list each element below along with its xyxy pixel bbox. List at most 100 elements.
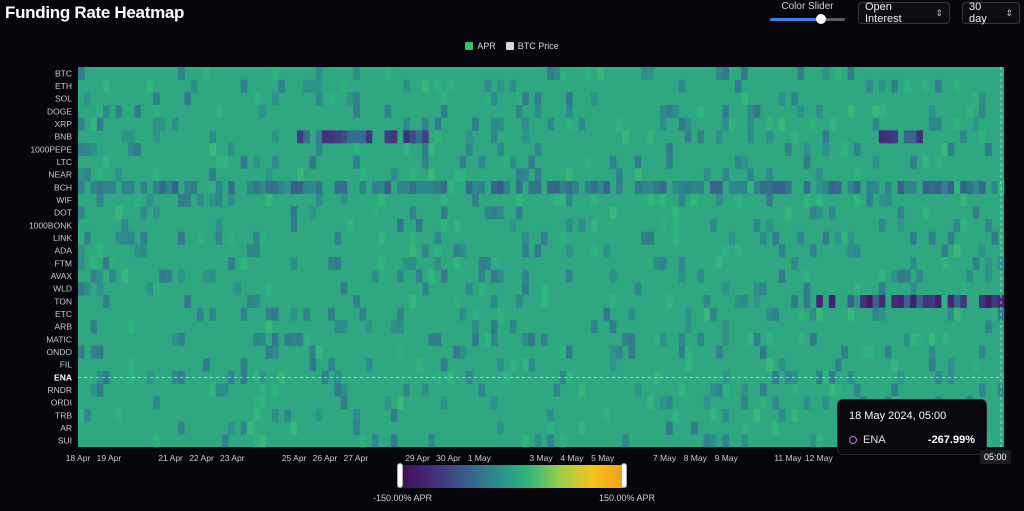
heatmap-cell[interactable] [678, 345, 686, 359]
heatmap-cell[interactable] [434, 130, 442, 144]
heatmap-cell[interactable] [121, 219, 129, 232]
heatmap-cell[interactable] [709, 307, 717, 321]
heatmap-cell[interactable] [259, 371, 267, 384]
heatmap-cell[interactable] [547, 117, 554, 131]
heatmap-cell[interactable] [891, 79, 898, 93]
heatmap-cell[interactable] [209, 193, 216, 207]
legend-item-btc-price[interactable]: BTC Price [505, 41, 559, 51]
heatmap-cell[interactable] [853, 181, 861, 194]
heatmap-cell[interactable] [296, 333, 304, 346]
heatmap-cell[interactable] [559, 193, 567, 207]
heatmap-cell[interactable] [221, 383, 229, 397]
heatmap-cell[interactable] [447, 181, 454, 194]
heatmap-cell[interactable] [309, 345, 317, 359]
heatmap-cell[interactable] [603, 181, 611, 194]
heatmap-cell[interactable] [897, 269, 905, 283]
heatmap-cell[interactable] [422, 282, 429, 296]
heatmap-cell[interactable] [935, 117, 942, 131]
heatmap-cell[interactable] [678, 79, 686, 93]
heatmap-cell[interactable] [985, 257, 992, 270]
heatmap-cell[interactable] [490, 396, 498, 410]
heatmap-cell[interactable] [897, 295, 905, 308]
heatmap-cell[interactable] [209, 383, 216, 397]
heatmap-cell[interactable] [678, 333, 686, 346]
heatmap-cell[interactable] [966, 269, 974, 283]
legend-item-apr[interactable]: APR [465, 41, 496, 51]
heatmap-cell[interactable] [153, 105, 160, 118]
heatmap-cell[interactable] [128, 181, 135, 194]
heatmap-cell[interactable] [878, 219, 886, 232]
heatmap-cell[interactable] [397, 307, 404, 321]
heatmap-cell[interactable] [647, 67, 654, 80]
heatmap-cell[interactable] [309, 79, 317, 93]
heatmap-cell[interactable] [315, 130, 323, 144]
heatmap-cell[interactable] [203, 358, 210, 372]
heatmap-cell[interactable] [672, 231, 679, 245]
heatmap-cell[interactable] [666, 421, 673, 435]
heatmap-cell[interactable] [265, 320, 273, 334]
heatmap-cell[interactable] [559, 434, 567, 448]
heatmap-cell[interactable] [353, 409, 360, 422]
heatmap-cell[interactable] [559, 345, 567, 359]
heatmap-cell[interactable] [747, 181, 755, 194]
heatmap-cell[interactable] [340, 79, 348, 93]
heatmap-cell[interactable] [903, 333, 911, 346]
heatmap-cell[interactable] [109, 269, 116, 283]
heatmap-cell[interactable] [465, 130, 473, 144]
heatmap-cell[interactable] [928, 117, 936, 131]
heatmap-cell[interactable] [591, 92, 598, 106]
heatmap-cell[interactable] [853, 143, 861, 156]
heatmap-cell[interactable] [941, 244, 948, 258]
heatmap-cell[interactable] [847, 295, 855, 308]
heatmap-cell[interactable] [484, 92, 492, 106]
heatmap-cell[interactable] [960, 193, 967, 207]
heatmap-cell[interactable] [759, 396, 767, 410]
heatmap-cell[interactable] [290, 181, 298, 194]
heatmap-cell[interactable] [847, 67, 855, 80]
heatmap-cell[interactable] [684, 130, 692, 144]
heatmap-cell[interactable] [440, 92, 448, 106]
heatmap-cell[interactable] [78, 257, 85, 270]
heatmap-cell[interactable] [972, 257, 980, 270]
heatmap-cell[interactable] [522, 117, 529, 131]
heatmap-cell[interactable] [916, 130, 923, 144]
heatmap-cell[interactable] [96, 117, 104, 131]
heatmap-cell[interactable] [359, 130, 367, 144]
heatmap-cell[interactable] [334, 257, 342, 270]
heatmap-cell[interactable] [90, 383, 98, 397]
heatmap-cell[interactable] [228, 231, 235, 245]
heatmap-cell[interactable] [472, 307, 479, 321]
heatmap-cell[interactable] [459, 155, 467, 169]
heatmap-cell[interactable] [522, 92, 529, 106]
heatmap-cell[interactable] [828, 295, 836, 308]
heatmap-cell[interactable] [772, 231, 780, 245]
heatmap-cell[interactable] [716, 130, 723, 144]
heatmap-cell[interactable] [766, 307, 773, 321]
heatmap-cell[interactable] [146, 79, 154, 93]
heatmap-cell[interactable] [985, 295, 992, 308]
heatmap-cell[interactable] [328, 307, 335, 321]
heatmap-cell[interactable] [941, 143, 948, 156]
heatmap-cell[interactable] [759, 345, 767, 359]
heatmap-cell[interactable] [659, 257, 667, 270]
heatmap-cell[interactable] [303, 333, 310, 346]
heatmap-cell[interactable] [716, 257, 723, 270]
heatmap-cell[interactable] [103, 79, 110, 93]
heatmap-cell[interactable] [722, 383, 730, 397]
heatmap-cell[interactable] [178, 421, 185, 435]
heatmap-cell[interactable] [397, 345, 404, 359]
heatmap-cell[interactable] [835, 383, 842, 397]
heatmap-cell[interactable] [453, 168, 460, 182]
heatmap-cell[interactable] [828, 181, 836, 194]
heatmap-cell[interactable] [246, 181, 254, 194]
heatmap-cell[interactable] [78, 168, 85, 182]
heatmap-cell[interactable] [515, 92, 523, 106]
heatmap-cell[interactable] [810, 117, 817, 131]
heatmap-cell[interactable] [390, 320, 398, 334]
heatmap-cell[interactable] [503, 181, 511, 194]
heatmap-cell[interactable] [78, 181, 85, 194]
heatmap-cell[interactable] [972, 117, 980, 131]
heatmap-cell[interactable] [891, 269, 898, 283]
heatmap-cell[interactable] [184, 92, 191, 106]
heatmap-cell[interactable] [672, 409, 679, 422]
